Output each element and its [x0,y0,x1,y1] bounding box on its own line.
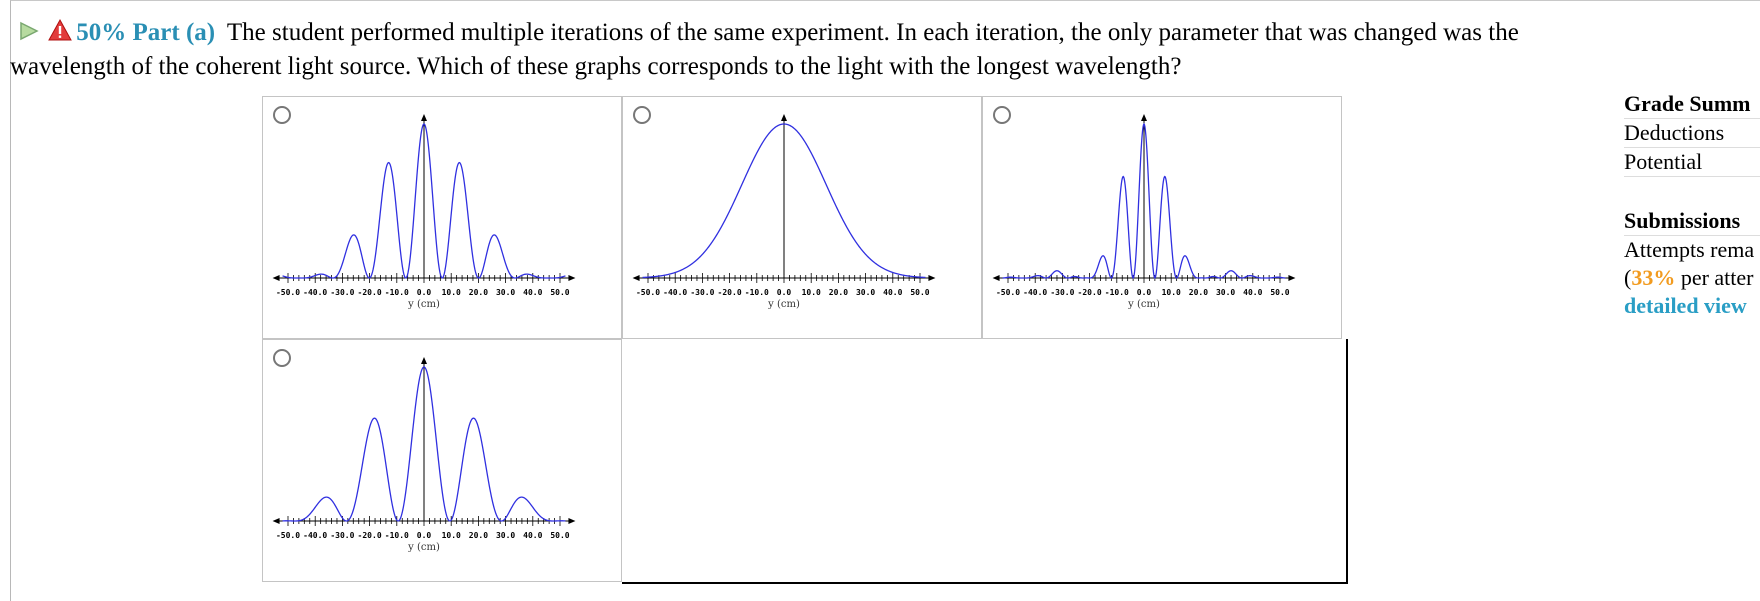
tick-label: -20.0 [358,531,382,540]
tick-label: 20.0 [469,531,488,540]
axis-label: y (cm) [407,542,440,553]
tick-label: 50.0 [550,531,569,540]
tick-label: -10.0 [745,288,769,297]
tick-label: 0.0 [417,531,432,540]
tick-label: -30.0 [690,288,714,297]
question-panel [10,0,1760,601]
deductions-label: Deductions [1624,119,1760,148]
tick-label: 40.0 [523,531,542,540]
part-label: Part (a) [132,19,216,46]
tick-label: 30.0 [1216,288,1235,297]
tick-label: 10.0 [1162,288,1181,297]
tick-label: 0.0 [777,288,792,297]
tick-label: 10.0 [442,288,461,297]
play-icon[interactable] [18,20,40,42]
tick-label: 20.0 [469,288,488,297]
grade-summary-heading: Grade Summ [1624,90,1760,119]
tick-label: -20.0 [358,288,382,297]
tick-label: 20.0 [1189,288,1208,297]
tick-label: -40.0 [663,288,687,297]
per-attempt-percent: 33% [1631,265,1676,290]
tick-label: 0.0 [1137,288,1152,297]
tick-label: 30.0 [496,288,515,297]
question-text-1: The student performed multiple iteration… [226,19,1519,46]
attempts-remaining-label: Attempts rema [1624,237,1755,262]
tick-label: -40.0 [303,288,327,297]
question-text-2: wavelength of the coherent light source.… [10,53,1182,80]
tick-label: -10.0 [385,288,409,297]
empty-grid-area [622,339,1348,584]
question-line-2: wavelength of the coherent light source.… [10,50,1758,84]
tick-label: -10.0 [1105,288,1129,297]
tick-label: 40.0 [883,288,902,297]
tick-label: 50.0 [550,288,569,297]
tick-label: -30.0 [330,288,354,297]
intensity-curve [1002,122,1286,280]
potential-label: Potential [1624,148,1760,177]
tick-label: 0.0 [417,288,432,297]
warning-icon [48,18,73,41]
grade-summary-panel: Grade Summ Deductions Potential Submissi… [1624,90,1760,320]
tick-label: -30.0 [330,531,354,540]
graph-b: -50.0 -40.0 -30.0 -20.0 -10.0 0.0 10.0 20.0 30.0… [632,114,936,310]
graph-d: -50.0 -40.0 -30.0 -20.0 -10.0 0.0 10.0 20.0 30.0… [272,357,576,553]
per-attempt-line: (33% per atter [1624,264,1760,292]
tick-label: 30.0 [496,531,515,540]
intensity-curve [642,123,926,279]
tick-label: -20.0 [718,288,742,297]
radio-option-c[interactable] [993,106,1011,124]
graph-c: -50.0 -40.0 -30.0 -20.0 -10.0 0.0 10.0 20.0 30.0… [992,114,1296,310]
tick-label: -50.0 [996,288,1020,297]
per-attempt-text: per atter [1675,265,1754,290]
radio-option-a[interactable] [273,106,291,124]
option-cell-c[interactable]: -50.0 -40.0 -30.0 -20.0 -10.0 0.0 10.0 20.0 30.0… [982,96,1342,339]
per-attempt-open: ( [1624,265,1632,290]
question-line-1: 50% Part (a) The student performed multi… [18,16,1758,50]
tick-label: 10.0 [802,288,821,297]
axis-label: y (cm) [767,299,800,310]
radio-option-d[interactable] [273,349,291,367]
intensity-curve [282,366,566,522]
tick-label: 50.0 [910,288,929,297]
tick-label: -50.0 [276,288,300,297]
tick-label: 40.0 [523,288,542,297]
tick-label: -30.0 [1050,288,1074,297]
answer-options-grid: -50.0 -40.0 -30.0 -20.0 -10.0 0.0 10.0 20.0 30.0… [262,96,1348,584]
tick-label: 50.0 [1270,288,1289,297]
submissions-heading: Submissions [1624,207,1760,236]
tick-label: -10.0 [385,531,409,540]
tick-label: -50.0 [636,288,660,297]
option-cell-d[interactable]: -50.0 -40.0 -30.0 -20.0 -10.0 0.0 10.0 20.0 30.0… [262,339,622,582]
tick-label: 20.0 [829,288,848,297]
detailed-view-link[interactable]: detailed view [1624,293,1747,318]
radio-option-b[interactable] [633,106,651,124]
option-cell-b[interactable]: -50.0 -40.0 -30.0 -20.0 -10.0 0.0 10.0 20.0 30.0… [622,96,982,339]
tick-label: -20.0 [1078,288,1102,297]
part-percent: 50% [76,19,127,46]
tick-label: 30.0 [856,288,875,297]
tick-label: -40.0 [303,531,327,540]
option-cell-a[interactable]: -50.0 -40.0 -30.0 -20.0 -10.0 0.0 10.0 20.0 30.0… [262,96,622,339]
tick-label: 40.0 [1243,288,1262,297]
tick-label: -50.0 [276,531,300,540]
axis-label: y (cm) [407,299,440,310]
axis-label: y (cm) [1127,299,1160,310]
question-text-block: 50% Part (a) The student performed multi… [10,16,1758,84]
intensity-curve [282,123,566,279]
tick-label: 10.0 [442,531,461,540]
tick-label: -40.0 [1023,288,1047,297]
graph-a: -50.0 -40.0 -30.0 -20.0 -10.0 0.0 10.0 20.0 30.0… [272,114,576,310]
